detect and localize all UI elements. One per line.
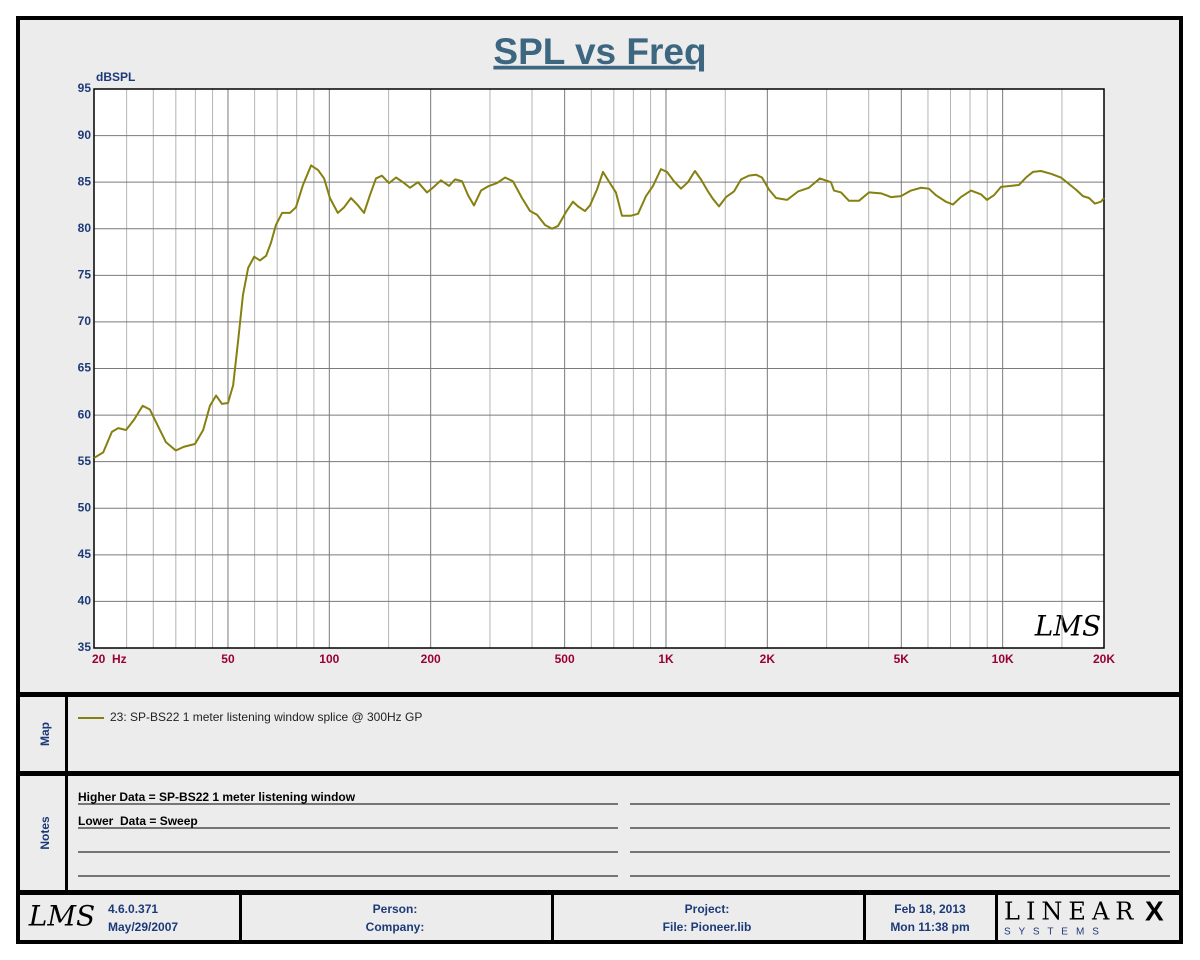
note-rules [78, 803, 1170, 877]
y-tick-label: 95 [78, 81, 92, 95]
y-tick-label: 60 [78, 407, 92, 421]
person: Person: [373, 902, 418, 916]
brand: LINEAR [1004, 898, 1139, 926]
y-tick-label: 75 [78, 268, 92, 282]
footer-divider [995, 895, 998, 940]
footer-divider [863, 895, 866, 940]
map-label: Map [38, 722, 52, 746]
x-tick-label: 10K [992, 652, 1014, 666]
y-tick-label: 45 [78, 547, 92, 561]
company: Company: [366, 920, 425, 934]
separator [18, 771, 1181, 776]
brand-mark: X [1145, 895, 1164, 926]
note-line: Higher Data = SP-BS22 1 meter listening … [78, 790, 356, 804]
separator [18, 890, 1181, 895]
separator [18, 692, 1181, 697]
column-divider [65, 697, 68, 890]
x-tick-label: 5K [894, 652, 910, 666]
x-tick-label: 2K [760, 652, 776, 666]
y-tick-label: 90 [78, 128, 92, 142]
x-tick-label: 500 [555, 652, 575, 666]
footer-divider [551, 895, 554, 940]
brand-sub: S Y S T E M S [1004, 927, 1102, 938]
footer-divider [239, 895, 242, 940]
y-tick-label: 35 [78, 640, 92, 654]
watermark: LMS [1034, 610, 1101, 643]
chart-title: SPL vs Freq [493, 31, 706, 72]
x-tick-label: 20K [1093, 652, 1115, 666]
y-tick-label: 55 [78, 454, 92, 468]
date: Feb 18, 2013 [894, 902, 966, 916]
y-tick-label: 80 [78, 221, 92, 235]
footer-logo: LMS [28, 900, 95, 933]
file: File: Pioneer.lib [663, 920, 752, 934]
series-line [93, 164, 1105, 459]
legend-entry: 23: SP-BS22 1 meter listening window spl… [110, 710, 422, 724]
x-tick-label: 50 [221, 652, 235, 666]
grid [93, 88, 1105, 649]
note-line: Lower Data = Sweep [78, 814, 198, 828]
y-tick-label: 40 [78, 594, 92, 608]
time: Mon 11:38 pm [890, 920, 969, 934]
x-tick-label: 100 [319, 652, 339, 666]
x-tick-label: 1K [658, 652, 674, 666]
version-date: May/29/2007 [108, 920, 178, 934]
plot-border [93, 88, 1105, 649]
version: 4.6.0.371 [108, 902, 158, 916]
project: Project: [685, 902, 730, 916]
x-tick-label: 20 Hz [92, 652, 127, 666]
y-tick-label: 70 [78, 314, 92, 328]
y-tick-label: 65 [78, 361, 92, 375]
y-tick-label: 85 [78, 174, 92, 188]
y-tick-label: 50 [78, 500, 92, 514]
y-axis-label: dBSPL [96, 70, 135, 84]
notes-label: Notes [38, 816, 52, 850]
x-tick-label: 200 [421, 652, 441, 666]
